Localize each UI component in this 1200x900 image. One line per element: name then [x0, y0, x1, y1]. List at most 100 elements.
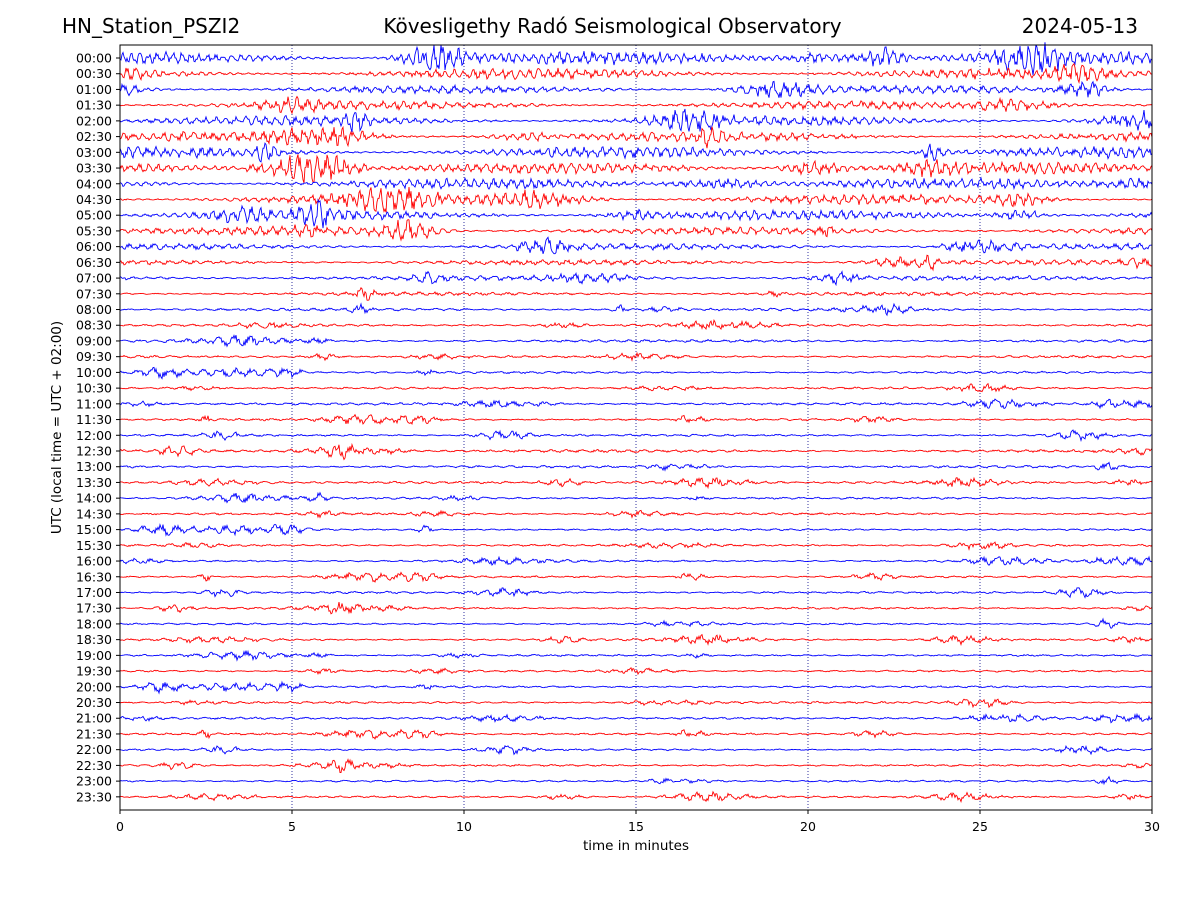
trace-0130	[119, 95, 1153, 115]
y-tick-label: 22:00	[76, 742, 112, 757]
record-date: 2024-05-13	[1021, 14, 1138, 38]
trace-0000	[119, 42, 1153, 76]
trace-0900	[119, 334, 1153, 348]
trace-0930	[119, 351, 1153, 362]
y-tick-label: 11:00	[76, 396, 112, 411]
trace-1800	[119, 617, 1153, 629]
y-tick-label: 14:30	[76, 506, 112, 521]
x-tick-label: 30	[1144, 819, 1160, 834]
y-tick-label: 09:00	[76, 333, 112, 348]
y-tick-label: 02:30	[76, 129, 112, 144]
y-tick-label: 13:00	[76, 459, 112, 474]
y-tick-label: 06:00	[76, 239, 112, 254]
trace-0430	[119, 187, 1153, 213]
trace-1930	[119, 666, 1153, 676]
y-tick-label: 17:30	[76, 601, 112, 616]
trace-0230	[119, 125, 1153, 149]
y-tick-label: 09:30	[76, 349, 112, 364]
y-tick-label: 12:30	[76, 444, 112, 459]
trace-0030	[119, 62, 1153, 84]
y-tick-label: 08:00	[76, 302, 112, 317]
trace-0630	[119, 254, 1153, 272]
y-tick-label: 19:30	[76, 664, 112, 679]
trace-1700	[119, 587, 1153, 599]
y-tick-label: 07:00	[76, 271, 112, 286]
y-tick-label: 22:30	[76, 758, 112, 773]
trace-1000	[119, 366, 1153, 380]
x-tick-label: 25	[972, 819, 988, 834]
trace-1400	[119, 491, 1153, 504]
x-axis-label: time in minutes	[583, 838, 689, 854]
trace-0500	[119, 198, 1153, 229]
trace-0530	[119, 219, 1153, 242]
x-axis-ticks: 0 5 10 15 20 25 30	[116, 810, 1160, 834]
y-tick-label: 04:00	[76, 176, 112, 191]
trace-0730	[119, 287, 1153, 301]
y-tick-label: 03:30	[76, 161, 112, 176]
y-tick-label: 10:00	[76, 365, 112, 380]
trace-0400	[119, 176, 1153, 191]
y-tick-label: 03:00	[76, 145, 112, 160]
trace-2130	[119, 728, 1153, 740]
trace-0300	[119, 142, 1153, 163]
trace-1100	[119, 398, 1153, 410]
y-tick-label: 16:30	[76, 569, 112, 584]
trace-1730	[119, 601, 1153, 615]
y-tick-label: 20:00	[76, 679, 112, 694]
x-tick-label: 5	[288, 819, 296, 834]
y-tick-label: 19:00	[76, 648, 112, 663]
y-tick-label: 05:30	[76, 223, 112, 238]
x-tick-label: 20	[800, 819, 816, 834]
trace-1200	[119, 429, 1153, 443]
y-tick-label: 11:30	[76, 412, 112, 427]
y-tick-label: 00:00	[76, 51, 112, 66]
trace-2100	[119, 712, 1153, 724]
trace-1630	[119, 571, 1153, 583]
trace-0600	[119, 236, 1153, 255]
trace-1230	[119, 442, 1153, 461]
observatory-title: Kövesligethy Radó Seismological Observat…	[383, 14, 842, 38]
y-tick-label: 12:00	[76, 428, 112, 443]
y-tick-label: 00:30	[76, 66, 112, 81]
trace-0330	[119, 154, 1153, 184]
y-tick-label: 01:00	[76, 82, 112, 97]
y-tick-label: 01:30	[76, 98, 112, 113]
y-tick-label: 10:30	[76, 381, 112, 396]
y-tick-label: 13:30	[76, 475, 112, 490]
x-tick-label: 0	[116, 819, 124, 834]
y-tick-label: 21:00	[76, 711, 112, 726]
trace-0700	[119, 270, 1153, 287]
y-tick-label: 16:00	[76, 554, 112, 569]
x-tick-label: 15	[628, 819, 644, 834]
trace-2300	[119, 775, 1153, 786]
trace-2030	[119, 698, 1153, 709]
y-tick-label: 21:30	[76, 726, 112, 741]
trace-1500	[119, 523, 1153, 537]
y-tick-label: 18:00	[76, 616, 112, 631]
y-tick-label: 20:30	[76, 695, 112, 710]
trace-2000	[119, 680, 1153, 695]
y-axis-ticks: 00:0000:3001:0001:3002:0002:3003:0003:30…	[76, 51, 120, 804]
y-tick-label: 05:00	[76, 208, 112, 223]
y-axis-label: UTC (local time = UTC + 02:00)	[49, 321, 65, 534]
station-name: HN_Station_PSZI2	[62, 14, 241, 38]
trace-1130	[119, 413, 1153, 426]
trace-0100	[119, 80, 1153, 98]
x-tick-label: 10	[456, 819, 472, 834]
trace-0800	[119, 302, 1153, 317]
trace-1030	[119, 382, 1153, 393]
trace-0200	[119, 108, 1153, 133]
trace-2200	[119, 744, 1153, 756]
y-tick-label: 08:30	[76, 318, 112, 333]
y-tick-label: 15:00	[76, 522, 112, 537]
y-tick-label: 23:00	[76, 774, 112, 789]
y-tick-label: 17:00	[76, 585, 112, 600]
trace-group	[119, 42, 1153, 804]
grid-lines	[291, 45, 981, 810]
y-tick-label: 06:30	[76, 255, 112, 270]
y-tick-label: 07:30	[76, 286, 112, 301]
trace-1300	[119, 461, 1153, 472]
y-tick-label: 14:00	[76, 491, 112, 506]
trace-2230	[119, 758, 1153, 774]
y-tick-label: 15:30	[76, 538, 112, 553]
